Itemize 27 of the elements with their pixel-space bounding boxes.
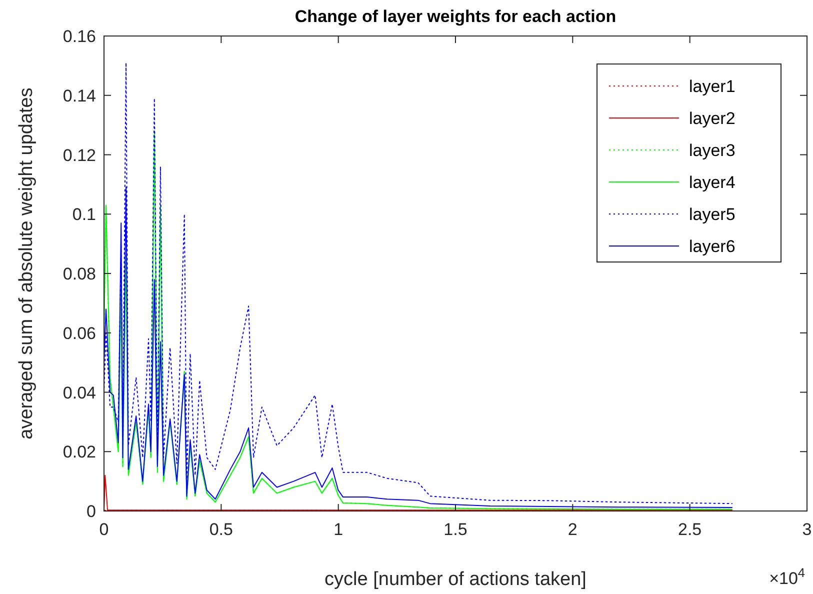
x-tick-label: 2 bbox=[568, 520, 578, 539]
x-axis-title: cycle [number of actions taken] bbox=[324, 569, 586, 590]
text: ×10$^{4}$ bbox=[769, 564, 805, 588]
y-tick-label: 0.04 bbox=[62, 383, 96, 402]
line-series bbox=[104, 62, 733, 504]
y-tick-label: 0.02 bbox=[62, 442, 96, 462]
x-tick-label: 0.5 bbox=[209, 520, 233, 539]
y-tick-label: 0.08 bbox=[62, 264, 96, 284]
legend-label: layer6 bbox=[689, 237, 736, 256]
y-tick-label: 0.06 bbox=[62, 324, 96, 343]
x-tick-label: 3 bbox=[802, 520, 812, 539]
y-axis-title: averaged sum of absolute weight updates bbox=[16, 88, 37, 440]
y-tick-label: 0 bbox=[86, 502, 96, 521]
y-tick-label: 0.12 bbox=[62, 146, 96, 165]
y-tick-label: 0.14 bbox=[62, 86, 96, 106]
legend-label: layer2 bbox=[689, 109, 736, 128]
legend-label: layer1 bbox=[689, 77, 736, 96]
y-tick-label: 0.16 bbox=[62, 27, 96, 46]
legend-label: layer3 bbox=[689, 141, 736, 160]
y-tick-label: 0.1 bbox=[72, 205, 96, 224]
legend-label: layer5 bbox=[689, 205, 736, 224]
x-tick-label: 1.5 bbox=[444, 520, 468, 539]
x-tick-label: 0 bbox=[99, 520, 109, 539]
x-tick-label: 1 bbox=[334, 520, 344, 539]
legend-label: layer4 bbox=[689, 173, 736, 192]
x-tick-label: 2.5 bbox=[678, 520, 702, 539]
chart-title: Change of layer weights for each action bbox=[294, 7, 616, 26]
